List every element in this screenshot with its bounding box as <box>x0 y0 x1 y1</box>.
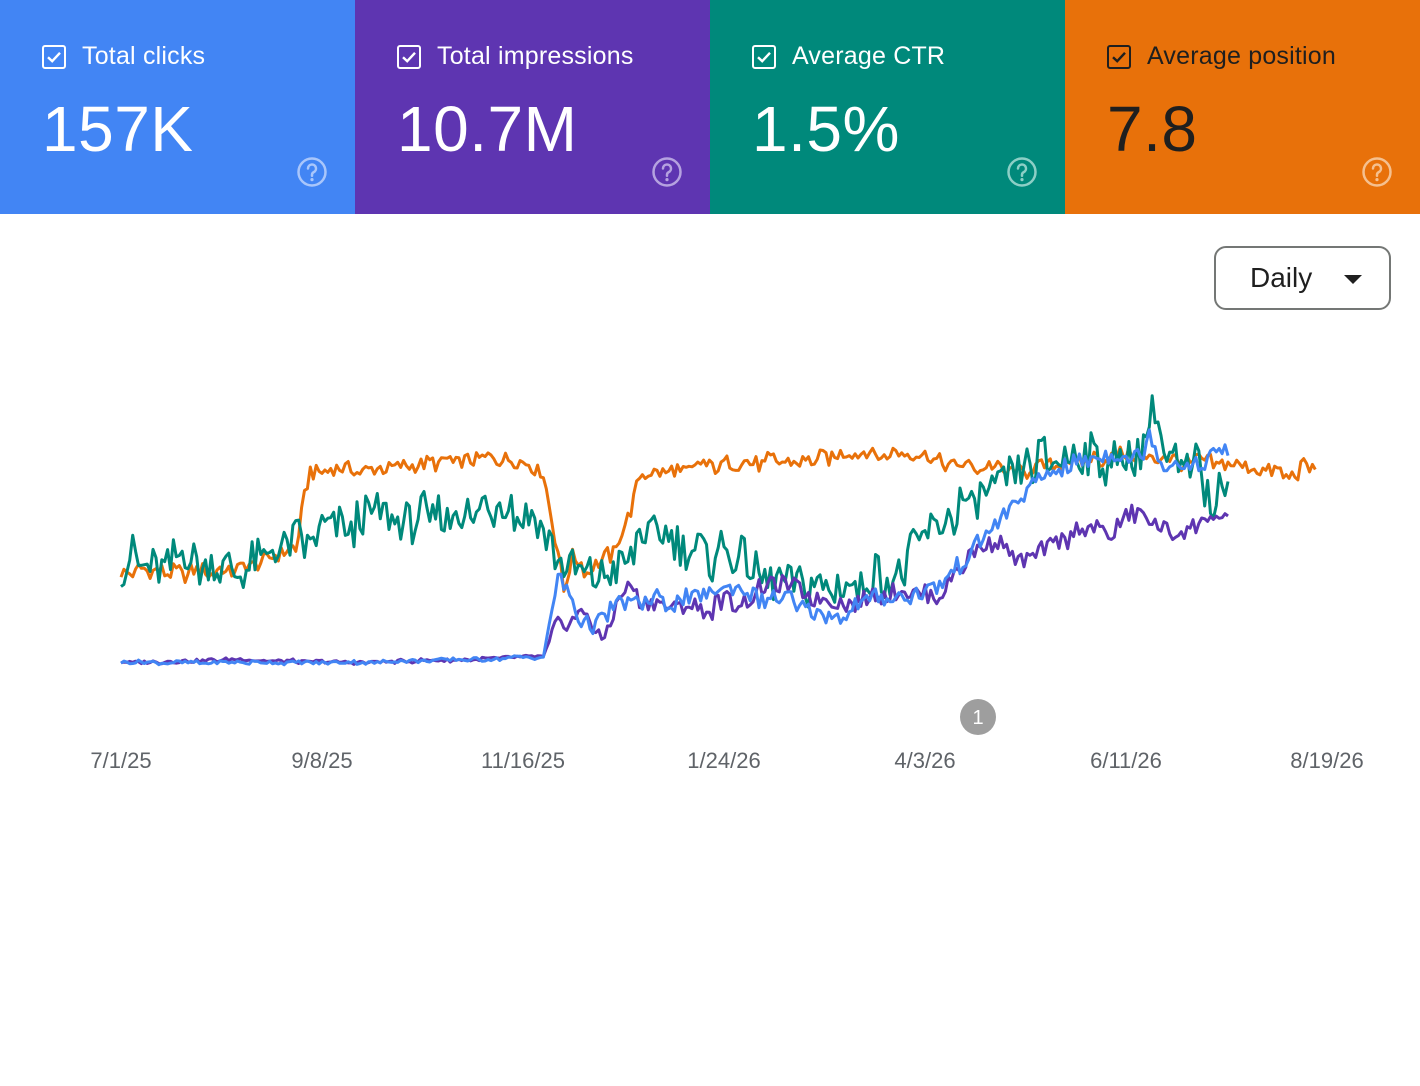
performance-chart[interactable]: 1 7/1/25 9/8/25 11/16/25 1/24/26 4/3/26 6/11/… <box>0 330 1420 800</box>
card-value: 10.7M <box>397 93 578 165</box>
granularity-dropdown[interactable]: Daily <box>1214 246 1391 310</box>
dropdown-caret-icon <box>1344 275 1362 284</box>
card-label: Total clicks <box>82 42 206 70</box>
card-value: 1.5% <box>752 93 900 165</box>
help-icon[interactable] <box>1006 156 1038 188</box>
card-label: Average CTR <box>792 42 946 70</box>
card-header: Total clicks <box>42 42 205 71</box>
annotation-label: 1 <box>972 707 983 729</box>
x-tick-label: 6/11/26 <box>1090 748 1162 773</box>
card-label: Total impressions <box>437 42 634 70</box>
card-value: 7.8 <box>1107 93 1198 165</box>
x-tick-label: 9/8/25 <box>291 748 352 773</box>
checkbox-checked-icon[interactable] <box>42 44 66 69</box>
x-axis: 7/1/25 9/8/25 11/16/25 1/24/26 4/3/26 6/11/26… <box>90 748 1363 773</box>
card-label: Average position <box>1147 42 1336 70</box>
annotation-dot[interactable] <box>960 699 996 735</box>
checkbox-checked-icon[interactable] <box>397 44 421 69</box>
series-layer <box>119 394 1317 667</box>
x-tick-label: 11/16/25 <box>481 748 565 773</box>
metric-card-total-impressions[interactable]: Total impressions 10.7M <box>355 0 710 214</box>
card-header: Total impressions <box>397 42 634 71</box>
metric-card-average-ctr[interactable]: Average CTR 1.5% <box>710 0 1065 214</box>
annotation-marker[interactable]: 1 <box>960 699 996 735</box>
metric-cards: Total clicks 157K Total impressions 10.7… <box>0 0 1420 214</box>
metric-card-total-clicks[interactable]: Total clicks 157K <box>0 0 355 214</box>
metric-card-average-position[interactable]: Average position 7.8 <box>1065 0 1420 214</box>
card-header: Average CTR <box>752 42 945 71</box>
checkbox-checked-icon[interactable] <box>1107 44 1131 69</box>
x-tick-label: 1/24/26 <box>687 748 760 773</box>
checkbox-checked-icon[interactable] <box>752 44 776 69</box>
series-line <box>120 428 1230 667</box>
x-tick-label: 7/1/25 <box>90 748 151 773</box>
granularity-label: Daily <box>1250 262 1313 293</box>
series-line <box>120 394 1230 609</box>
help-icon[interactable] <box>651 156 683 188</box>
card-header: Average position <box>1107 42 1336 71</box>
series-line <box>120 503 1229 666</box>
x-tick-label: 8/19/26 <box>1290 748 1363 773</box>
help-icon[interactable] <box>1361 156 1393 188</box>
x-tick-label: 4/3/26 <box>894 748 955 773</box>
card-value: 157K <box>42 93 194 165</box>
help-icon[interactable] <box>296 156 328 188</box>
